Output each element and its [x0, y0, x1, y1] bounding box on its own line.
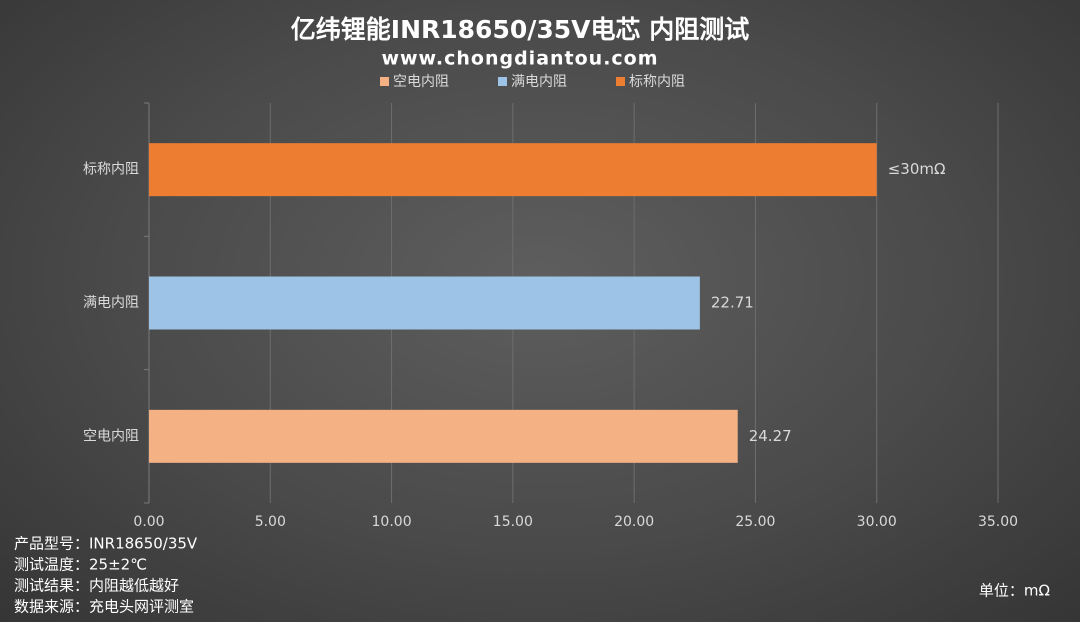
y-tick-label: 满电内阻	[83, 295, 139, 311]
note: 测试结果：内阻越低越好	[14, 577, 179, 595]
y-tick-label: 标称内阻	[83, 162, 139, 178]
bar	[149, 143, 877, 197]
bar	[149, 276, 700, 330]
x-tick-label: 15.00	[493, 514, 533, 530]
x-tick-label: 0.00	[133, 514, 164, 530]
legend-label: 满电内阻	[511, 74, 567, 90]
legend-swatch	[616, 77, 625, 86]
data-label: ≤30mΩ	[888, 160, 946, 178]
note: 产品型号：INR18650/35V	[14, 535, 198, 553]
legend-label: 空电内阻	[393, 74, 449, 90]
x-tick-label: 5.00	[255, 514, 286, 530]
x-tick-label: 25.00	[735, 514, 775, 530]
x-tick-label: 30.00	[857, 514, 897, 530]
x-tick-label: 10.00	[372, 514, 412, 530]
data-label: 24.27	[749, 427, 792, 445]
chart-title: 亿纬锂能INR18650/35V电芯 内阻测试	[291, 15, 749, 44]
data-label: 22.71	[711, 294, 754, 312]
note: 测试温度：25±2℃	[14, 556, 147, 574]
legend-swatch	[380, 77, 389, 86]
legend-label: 标称内阻	[629, 74, 685, 90]
unit-label: 单位：mΩ	[979, 582, 1050, 600]
chart-subtitle: www.chongdiantou.com	[381, 48, 658, 70]
x-tick-label: 20.00	[614, 514, 654, 530]
y-tick-label: 空电内阻	[83, 428, 139, 444]
legend-swatch	[498, 77, 507, 86]
note: 数据来源：充电头网评测室	[14, 598, 194, 616]
bar	[149, 409, 738, 463]
x-tick-label: 35.00	[978, 514, 1018, 530]
